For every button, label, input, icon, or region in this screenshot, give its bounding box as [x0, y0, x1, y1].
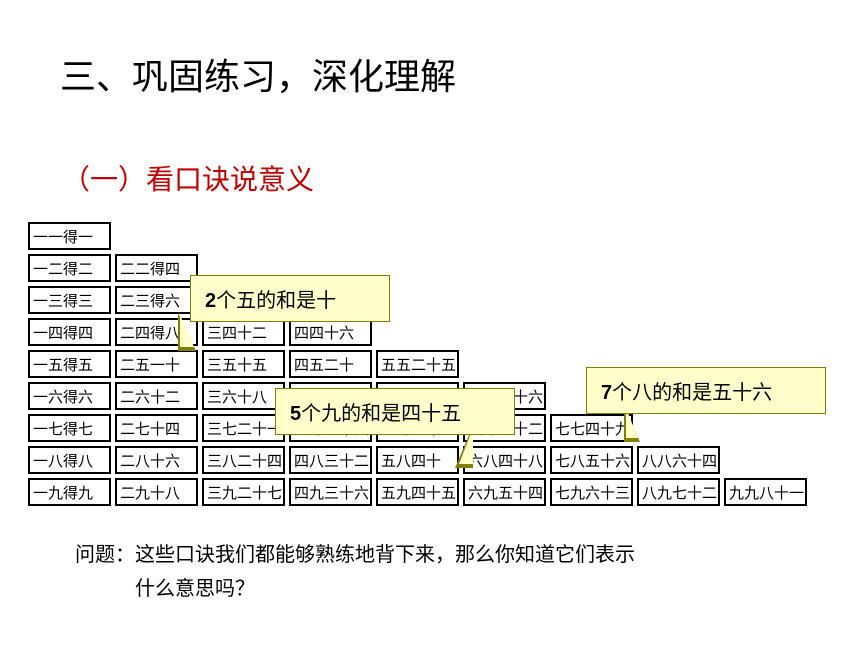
table-cell: 三七二十一: [202, 414, 285, 442]
question-line2: 什么意思吗？: [135, 578, 255, 600]
table-row: 一九得九二九十八三九二十七四九三十六五九四十五六九五十四七九六十三八九七十二九九…: [26, 476, 809, 508]
table-cell: 八八六十四: [637, 446, 720, 474]
callout-bold: 2: [205, 290, 216, 312]
callout-2x5: 2个五的和是十: [190, 275, 390, 322]
table-cell: 一六得六: [28, 382, 111, 410]
table-cell: 三五十五: [202, 350, 285, 378]
question-text: 问题：这些口诀我们都能够熟练地背下来，那么你知道它们表示 问题：什么意思吗？: [75, 538, 795, 606]
question-label: 问题：: [75, 544, 135, 566]
table-cell: 七八五十六: [550, 446, 633, 474]
table-cell: 三九二十七: [202, 478, 285, 506]
table-cell: 二六十二: [115, 382, 198, 410]
callout-text: 个八的和是五十六: [612, 382, 772, 404]
callout-text: 个九的和是四十五: [301, 403, 461, 425]
table-row: 一一得一: [26, 220, 809, 252]
table-cell: 六九五十四: [463, 478, 546, 506]
question-line1: 这些口诀我们都能够熟练地背下来，那么你知道它们表示: [135, 544, 635, 566]
callout-text: 个五的和是十: [216, 290, 336, 312]
subsection-title: （一）看口诀说意义: [62, 158, 314, 198]
table-row: 一三得三二三得六三三得九: [26, 284, 809, 316]
table-row: 一二得二二二得四: [26, 252, 809, 284]
table-cell: 三四十二: [202, 318, 285, 346]
table-cell: 四九三十六: [289, 478, 372, 506]
table-cell: 五八四十: [376, 446, 459, 474]
table-row: 一八得八二八十六三八二十四四八三十二五八四十六八四十八七八五十六八八六十四: [26, 444, 809, 476]
table-cell: 二七十四: [115, 414, 198, 442]
table-cell: 八九七十二: [637, 478, 720, 506]
table-cell: 四四十六: [289, 318, 372, 346]
table-cell: 三八二十四: [202, 446, 285, 474]
table-cell: 二五一十: [115, 350, 198, 378]
table-cell: 一八得八: [28, 446, 111, 474]
table-cell: 一七得七: [28, 414, 111, 442]
table-row: 一四得四二四得八三四十二四四十六: [26, 316, 809, 348]
table-cell: 六八四十八: [463, 446, 546, 474]
table-cell: 二二得四: [115, 254, 198, 282]
table-cell: 九九八十一: [724, 478, 807, 506]
table-cell: 五五二十五: [376, 350, 459, 378]
table-cell: 二九十八: [115, 478, 198, 506]
table-cell: 五九四十五: [376, 478, 459, 506]
callout-bold: 7: [601, 382, 612, 404]
multiplication-table: 一一得一一二得二二二得四一三得三二三得六三三得九一四得四二四得八三四十二四四十六…: [26, 220, 809, 508]
table-cell: 二八十六: [115, 446, 198, 474]
table-cell: 三六十八: [202, 382, 285, 410]
table-cell: 四八三十二: [289, 446, 372, 474]
table-cell: 四五二十: [289, 350, 372, 378]
table-cell: 二三得六: [115, 286, 198, 314]
table-cell: 一一得一: [28, 222, 111, 250]
table-cell: 一三得三: [28, 286, 111, 314]
table-cell: 一五得五: [28, 350, 111, 378]
table-cell: 一二得二: [28, 254, 111, 282]
callout-bold: 5: [290, 403, 301, 425]
callout-5x9: 5个九的和是四十五: [275, 388, 515, 435]
table-cell: 一四得四: [28, 318, 111, 346]
table-cell: 七七四十九: [550, 414, 633, 442]
callout-7x8: 7个八的和是五十六: [586, 367, 826, 414]
table-cell: 一九得九: [28, 478, 111, 506]
table-cell: 七九六十三: [550, 478, 633, 506]
section-title: 三、巩固练习，深化理解: [60, 48, 456, 100]
